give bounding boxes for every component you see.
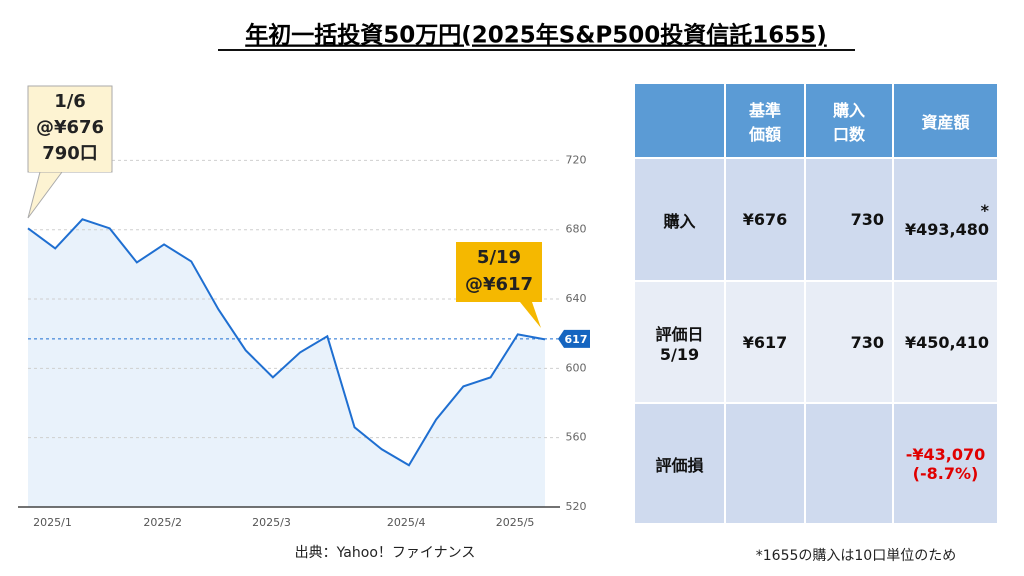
asset-value: -¥43,070 <box>905 444 986 464</box>
header-text: 基準 <box>748 100 781 120</box>
line <box>27 218 546 467</box>
callout-text: 5/19 <box>477 247 521 268</box>
callout-text: 1/6 <box>54 91 86 112</box>
header-text: 口数 <box>832 124 865 144</box>
callout-box <box>27 85 113 173</box>
table-cell: ¥676 <box>725 158 805 281</box>
callout-cover <box>29 170 111 172</box>
asset-value: (-8.7%) <box>912 463 979 483</box>
table-cell: 購入 <box>634 158 725 281</box>
y-tick-label: 720 <box>566 153 587 166</box>
x-tick-label: 2025/1 <box>33 516 72 529</box>
header-text: 購入 <box>832 100 865 120</box>
price: ¥617 <box>742 332 788 352</box>
callout-tail <box>27 171 63 219</box>
units: 730 <box>850 210 884 229</box>
table-cell: -¥43,070 (-8.7%) <box>893 403 998 524</box>
x-tick-label: 2025/5 <box>496 516 535 529</box>
x-tick-label: 2025/4 <box>387 516 426 529</box>
current-label: 617 <box>565 333 588 346</box>
table-cell: 730 <box>805 281 893 403</box>
table-cell: ¥450,410 <box>893 281 998 403</box>
y-tick-label: 640 <box>566 292 587 305</box>
table-cell: ¥617 <box>725 281 805 403</box>
callout-text: @¥676 <box>36 117 104 138</box>
table-cell <box>725 403 805 524</box>
header-text: 価額 <box>748 124 781 144</box>
callout-text: 790口 <box>42 143 98 164</box>
current-badge <box>558 329 590 348</box>
row-label: 評価日 <box>655 324 704 344</box>
table-cell <box>805 403 893 524</box>
row-label: 購入 <box>663 211 696 231</box>
table-cell: 資産額 <box>893 83 998 158</box>
callout-tail <box>520 302 541 328</box>
units: 730 <box>850 332 884 352</box>
callout-cover <box>457 300 541 302</box>
y-tick-label: 680 <box>566 223 587 236</box>
header-text: 資産額 <box>921 112 970 132</box>
table-cell: 基準 価額 <box>725 83 805 158</box>
row-label: 5/19 <box>659 344 700 364</box>
row-label: 評価損 <box>655 455 704 475</box>
y-tick-label: 560 <box>566 431 587 444</box>
table-cell <box>634 83 725 158</box>
callout-text: @¥617 <box>465 274 533 295</box>
table-cell: 評価損 <box>634 403 725 524</box>
title: 年初一括投資50万円(2025年S&P500投資信託1655) <box>245 22 827 49</box>
footnote: *1655の購入は10口単位のため <box>756 548 956 564</box>
x-tick-label: 2025/3 <box>252 516 291 529</box>
y-tick-label: 520 <box>566 500 587 513</box>
table-cell: 購入 口数 <box>805 83 893 158</box>
x-tick-label: 2025/2 <box>143 516 182 529</box>
asset-value: ¥450,410 <box>904 332 989 352</box>
table-cell: 評価日 5/19 <box>634 281 725 403</box>
y-tick-label: 600 <box>566 361 587 374</box>
note: * <box>980 200 989 220</box>
callout-box <box>456 242 542 302</box>
asset-value: ¥493,480 <box>904 219 989 239</box>
table-cell: 730 <box>805 158 893 281</box>
price: ¥676 <box>742 210 788 229</box>
area <box>28 219 545 508</box>
table-cell: * ¥493,480 <box>893 158 998 281</box>
source: 出典：Yahoo！ファイナンス <box>295 545 476 561</box>
